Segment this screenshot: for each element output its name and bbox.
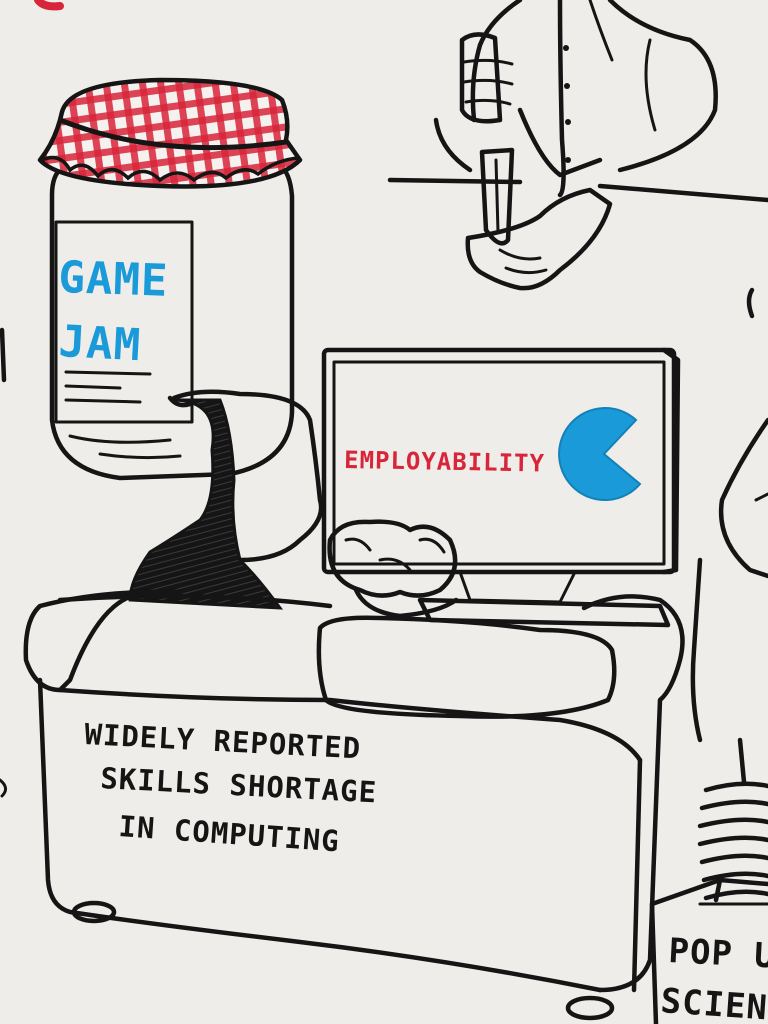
red-mark [34,0,64,11]
sofa-caption-line2: SKILLS SHORTAGE [100,761,378,809]
coil-spring-icon [697,737,768,901]
employability-text: EMPLOYABILITY [344,446,545,478]
pop-up-box: POP U SCIEN [649,877,768,1024]
sofa-icon: WIDELY REPORTED SKILLS SHORTAGE IN COMPU… [23,589,685,1021]
jar-label-line1: GAME [58,252,170,307]
jar-label-line2: JAM [57,316,142,371]
jam-jar-icon: GAME JAM [37,77,303,481]
sofa-caption-line3: IN COMPUTING [118,809,341,858]
gingham-lid-icon [37,77,303,189]
sofa-caption-line1: WIDELY REPORTED [84,717,362,765]
person-on-sofa [128,389,459,619]
box-label-line1: POP U [668,931,768,977]
knife-icon [459,32,515,246]
man-with-knife [387,0,768,291]
left-edge-fragments [0,327,7,798]
box-label-line2: SCIEN [659,981,768,1024]
pacman-icon [558,407,642,502]
right-figure-fragment [690,287,768,743]
computer-monitor-icon: EMPLOYABILITY [321,347,681,628]
